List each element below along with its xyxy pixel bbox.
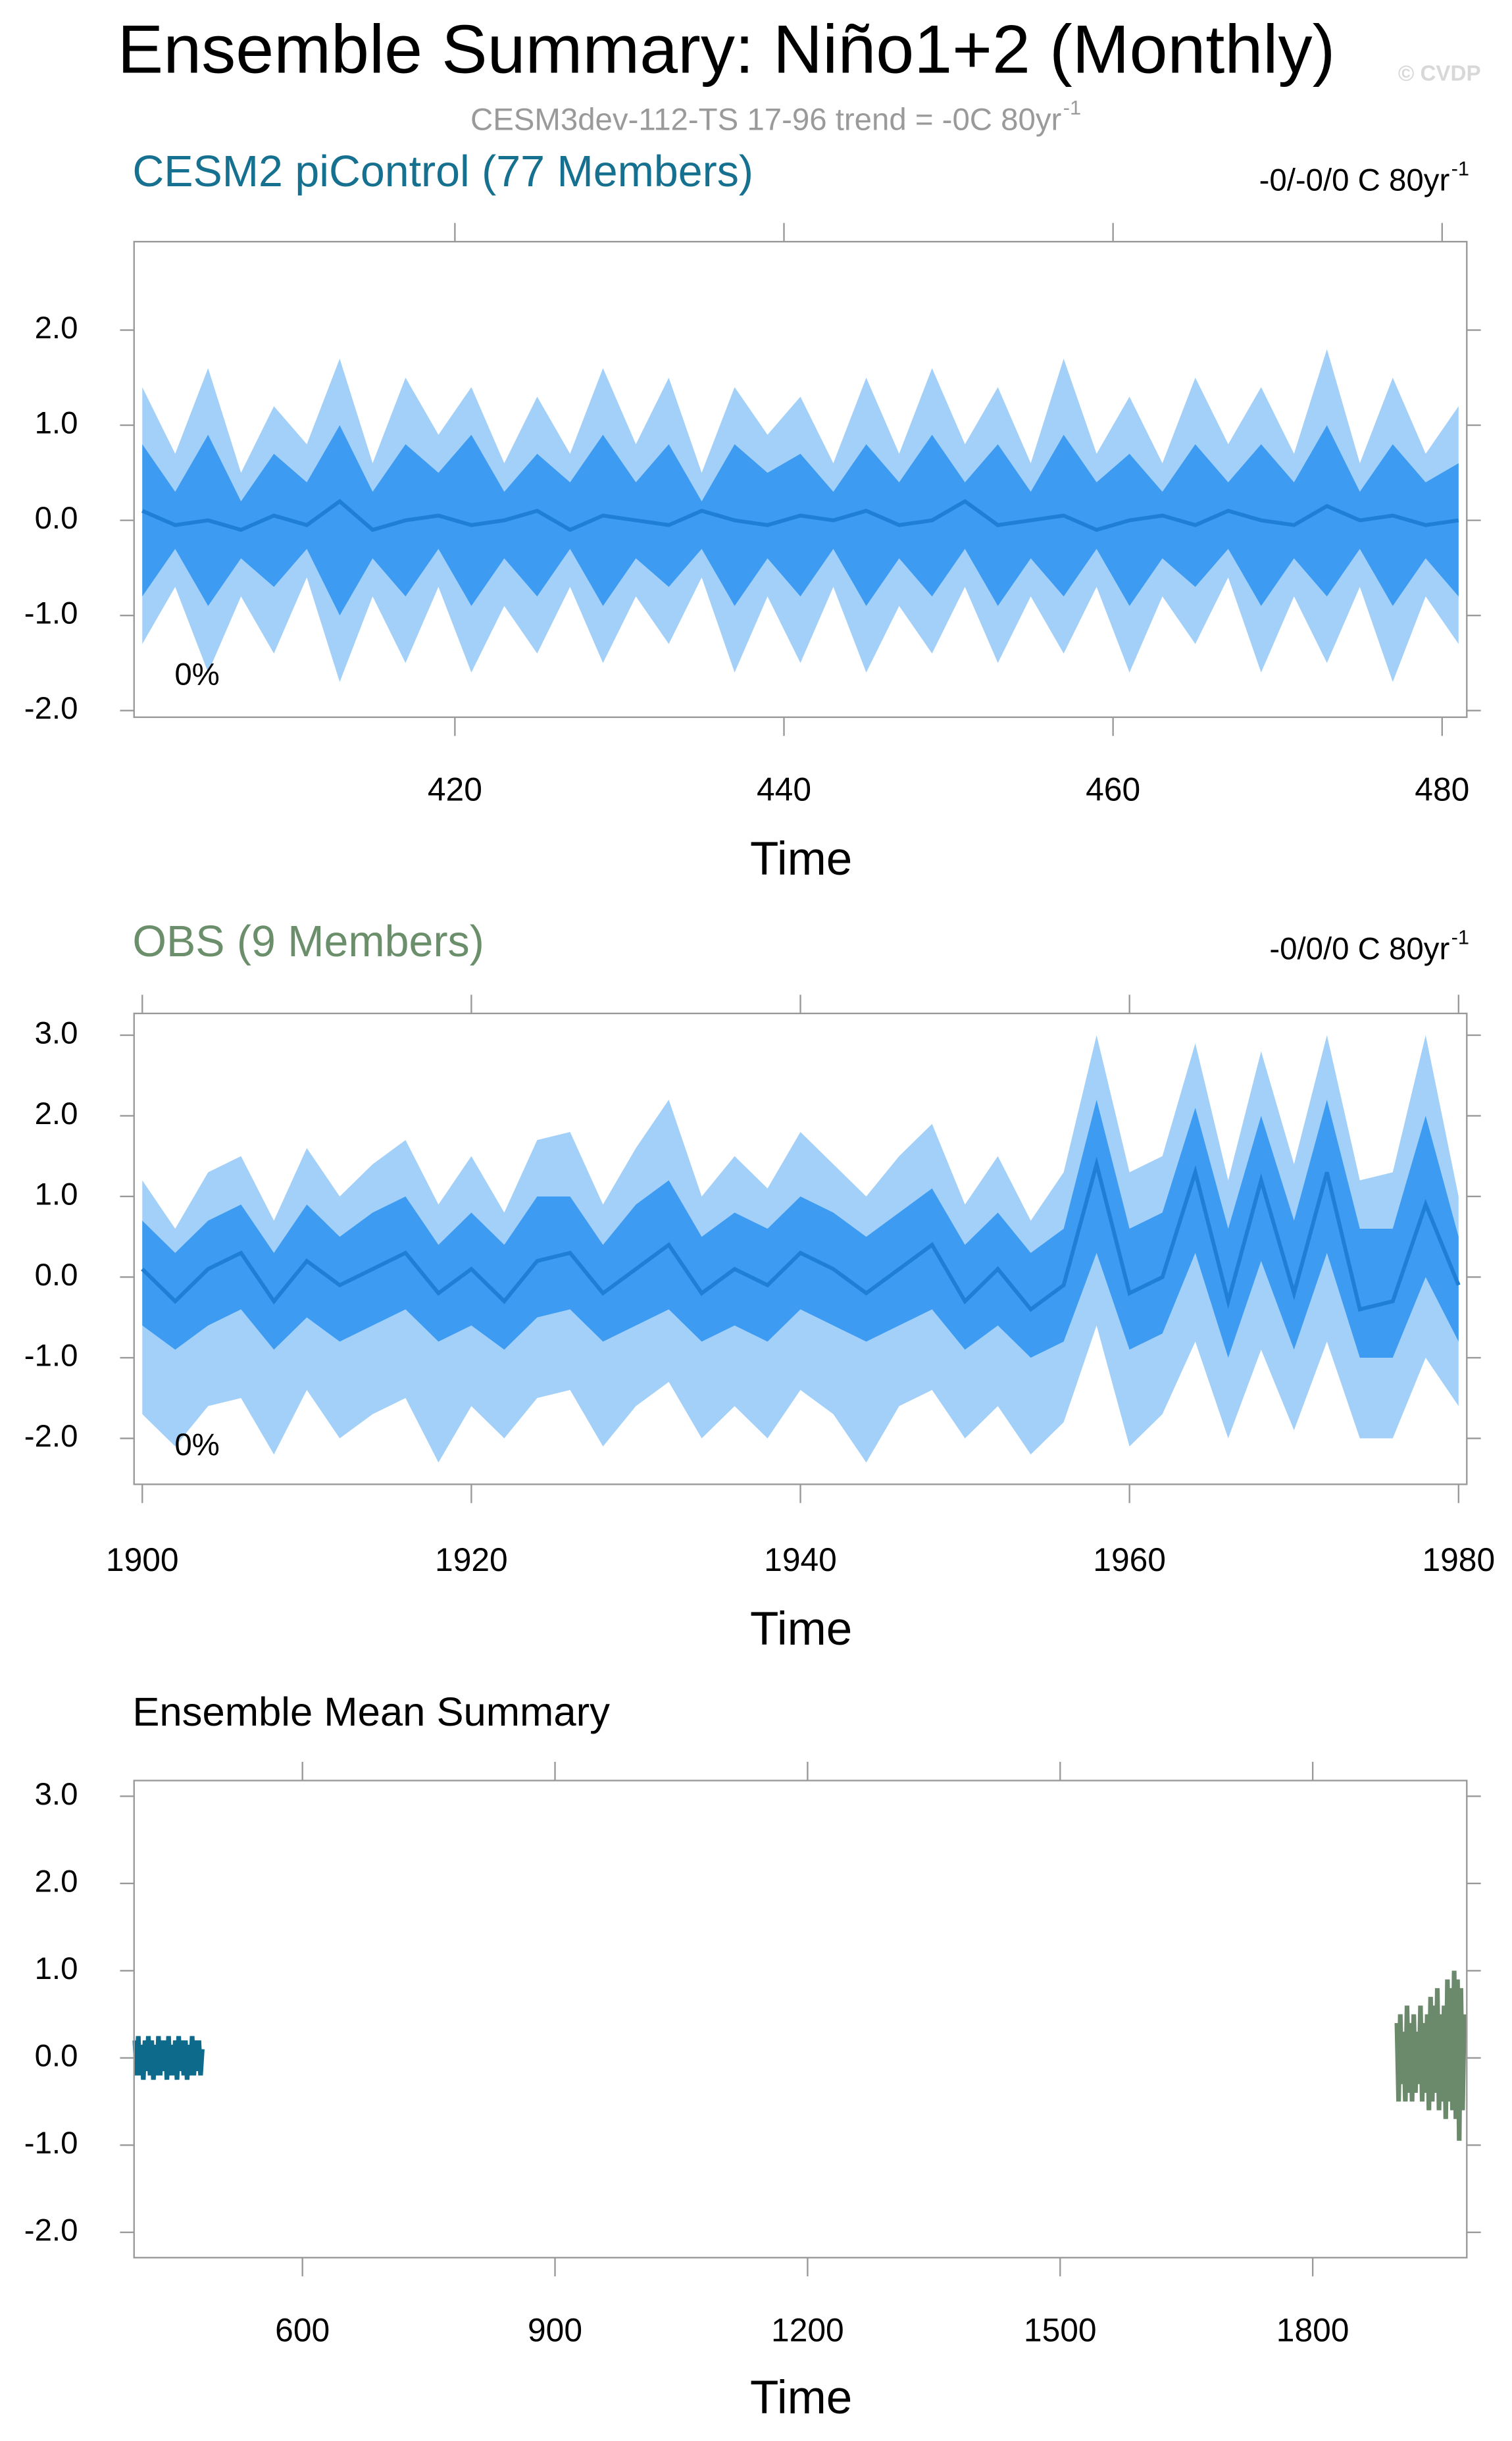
trend-label: -0/-0/0 C 80yr <box>1259 163 1450 198</box>
x-tick-label: 1500 <box>1024 2311 1097 2348</box>
y-tick-label: 2.0 <box>35 311 78 346</box>
x-axis-label: Time <box>750 833 852 885</box>
annotation: 0% <box>174 657 219 692</box>
x-tick-label: 1200 <box>771 2311 844 2348</box>
y-tick-label: 1.0 <box>35 1177 78 1212</box>
mean-line <box>132 2036 205 2080</box>
x-tick-label: 600 <box>275 2311 330 2348</box>
panel-title: OBS (9 Members) <box>132 917 484 966</box>
y-tick-label: 2.0 <box>35 1096 78 1131</box>
y-tick-label: -2.0 <box>24 2213 78 2248</box>
watermark: © CVDP <box>1398 61 1481 86</box>
y-tick-label: 0.0 <box>35 2038 78 2073</box>
y-tick-label: -1.0 <box>24 2126 78 2161</box>
x-tick-label: 460 <box>1086 771 1140 808</box>
y-tick-label: 0.0 <box>35 1258 78 1293</box>
ensemble-mean-line <box>141 498 1459 532</box>
x-tick-label: 1800 <box>1276 2311 1349 2348</box>
panel-title: Ensemble Mean Summary <box>132 1689 610 1735</box>
x-axis-label: Time <box>750 1603 852 1655</box>
y-tick-label: 1.0 <box>35 1951 78 1986</box>
y-tick-label: 3.0 <box>35 1015 78 1050</box>
panel-title: CESM2 piControl (77 Members) <box>132 147 753 196</box>
trend-label: -0/0/0 C 80yr <box>1269 932 1449 967</box>
y-tick-label: 0.0 <box>35 501 78 536</box>
subtitle: CESM3dev-112-TS 17-96 trend = -0C 80yr <box>470 102 1061 137</box>
x-tick-label: 480 <box>1415 771 1469 808</box>
x-axis-label: Time <box>750 2372 852 2424</box>
trend-superscript: -1 <box>1451 157 1469 180</box>
plot-frame <box>133 1780 1468 2259</box>
x-tick-label: 1940 <box>764 1541 837 1578</box>
mean-line <box>1394 1970 1467 2141</box>
y-tick-label: 1.0 <box>35 406 78 441</box>
annotation: 0% <box>174 1427 219 1462</box>
y-tick-label: -2.0 <box>24 691 78 726</box>
x-tick-label: 1960 <box>1093 1541 1166 1578</box>
y-tick-label: -1.0 <box>24 596 78 631</box>
x-tick-label: 420 <box>428 771 482 808</box>
subtitle-superscript: -1 <box>1063 96 1081 119</box>
x-tick-label: 1900 <box>106 1541 179 1578</box>
ensemble-mean-line <box>141 1156 1461 1312</box>
trend-superscript: -1 <box>1451 925 1469 948</box>
x-tick-label: 900 <box>528 2311 582 2348</box>
x-tick-label: 1980 <box>1422 1541 1495 1578</box>
figure-title: Ensemble Summary: Niño1+2 (Monthly) <box>118 11 1336 88</box>
y-tick-label: -1.0 <box>24 1339 78 1374</box>
plot-frame <box>133 241 1468 718</box>
x-tick-label: 1920 <box>435 1541 508 1578</box>
y-tick-label: 3.0 <box>35 1777 78 1812</box>
x-tick-label: 440 <box>757 771 811 808</box>
y-tick-label: -2.0 <box>24 1419 78 1454</box>
ensemble-band <box>142 425 1459 616</box>
y-tick-label: 2.0 <box>35 1864 78 1899</box>
